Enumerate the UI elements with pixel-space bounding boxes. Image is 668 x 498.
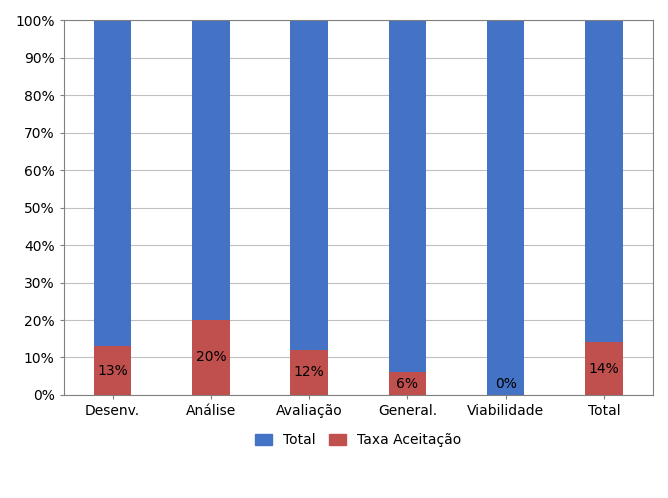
Text: 12%: 12% xyxy=(294,366,325,379)
Bar xyxy=(291,20,328,395)
Bar xyxy=(585,343,623,395)
Bar xyxy=(389,373,426,395)
Bar xyxy=(487,20,524,395)
Bar xyxy=(94,20,132,395)
Bar xyxy=(192,20,230,395)
Bar xyxy=(192,320,230,395)
Text: 6%: 6% xyxy=(396,376,418,390)
Bar xyxy=(94,346,132,395)
Bar xyxy=(291,350,328,395)
Legend: Total, Taxa Aceitação: Total, Taxa Aceitação xyxy=(251,429,466,452)
Bar xyxy=(585,20,623,395)
Bar xyxy=(389,20,426,395)
Text: 13%: 13% xyxy=(98,364,128,377)
Text: 0%: 0% xyxy=(495,377,516,391)
Text: 20%: 20% xyxy=(196,351,226,365)
Text: 14%: 14% xyxy=(589,362,619,375)
